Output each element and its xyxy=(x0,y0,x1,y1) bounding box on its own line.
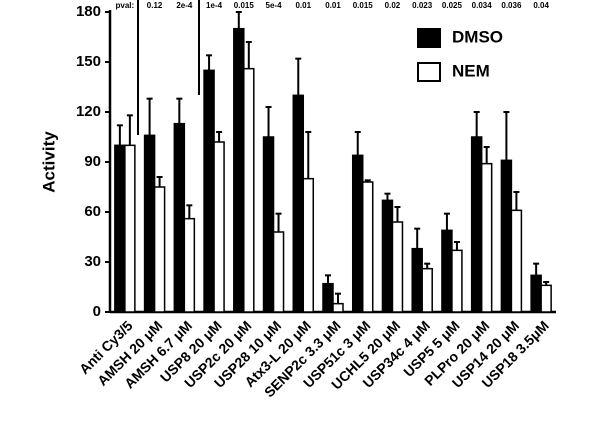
pval: 0.12 xyxy=(147,1,163,10)
bar xyxy=(480,162,493,313)
y-tick-label: 60 xyxy=(84,203,101,220)
bar xyxy=(173,122,186,313)
y-tick-label: 30 xyxy=(84,253,101,270)
bar xyxy=(183,217,196,313)
pval: 0.04 xyxy=(533,1,549,10)
pval: 0.025 xyxy=(442,1,463,10)
bar xyxy=(421,267,433,313)
pval: 0.023 xyxy=(412,1,433,10)
bar xyxy=(470,136,483,313)
pval: 5e-4 xyxy=(266,1,283,10)
bar xyxy=(322,282,334,313)
bar xyxy=(351,154,364,313)
y-tick-label: 120 xyxy=(76,103,101,120)
pval: 1e-4 xyxy=(206,1,223,10)
bar xyxy=(262,136,275,313)
bar xyxy=(411,247,423,313)
pval: 0.036 xyxy=(501,1,522,10)
y-tick-label: 180 xyxy=(76,3,101,20)
bar xyxy=(510,209,523,313)
y-tick-label: 150 xyxy=(76,53,101,70)
bar xyxy=(332,302,344,313)
pval-label: pval: xyxy=(116,1,135,10)
pval: 0.01 xyxy=(325,1,341,10)
legend-swatch xyxy=(417,28,441,48)
bar xyxy=(302,177,315,313)
y-tick-label: 0 xyxy=(93,303,101,320)
bar xyxy=(243,67,255,313)
bar xyxy=(530,274,542,313)
legend-swatch xyxy=(417,62,441,82)
bar xyxy=(272,231,285,313)
y-axis-label: Activity xyxy=(39,131,58,193)
legend-label: DMSO xyxy=(452,27,503,46)
pval: 0.034 xyxy=(472,1,493,10)
bar xyxy=(361,181,374,313)
bar xyxy=(441,229,453,313)
bar xyxy=(500,159,513,313)
bar xyxy=(213,141,225,313)
pval: 0.015 xyxy=(234,1,255,10)
pval: 0.015 xyxy=(353,1,374,10)
bar xyxy=(114,144,126,313)
bar xyxy=(143,134,156,313)
bar xyxy=(124,144,136,313)
bar xyxy=(391,221,404,313)
bar xyxy=(292,94,305,313)
legend-label: NEM xyxy=(452,61,490,80)
bar xyxy=(233,27,245,313)
pval: 0.01 xyxy=(295,1,311,10)
bar xyxy=(381,199,394,313)
bar xyxy=(203,69,215,313)
bar xyxy=(540,284,552,313)
y-tick-label: 90 xyxy=(84,153,101,170)
bar xyxy=(153,186,166,313)
pval: 0.02 xyxy=(385,1,401,10)
pval: 2e-4 xyxy=(176,1,193,10)
bar xyxy=(451,249,463,313)
